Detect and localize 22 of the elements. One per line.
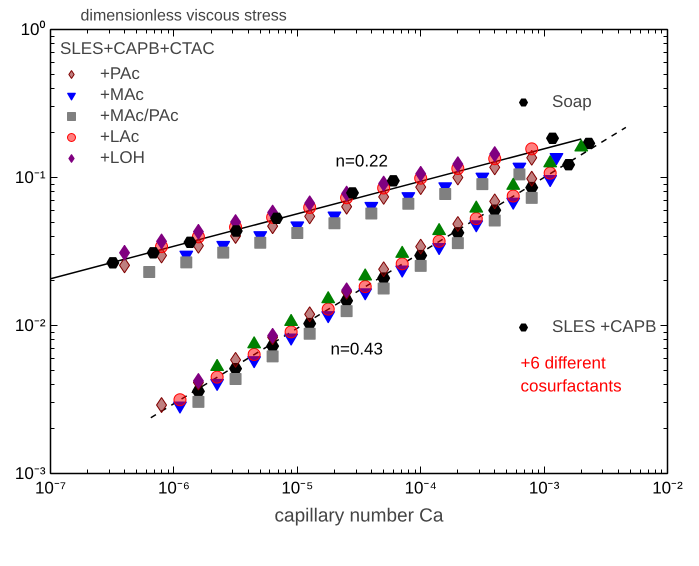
x-tick-label: 10⁻⁴ xyxy=(404,478,437,498)
y-tick-label: 10⁻² xyxy=(14,316,46,335)
legend-title: SLES+CAPB+CTAC xyxy=(60,39,215,59)
x-axis-title: capillary number Ca xyxy=(274,506,444,526)
annotation: n=0.43 xyxy=(330,340,383,358)
annotation: +6 different xyxy=(520,354,606,372)
x-tick-label: 10⁻³ xyxy=(528,478,560,498)
y-tick-label: 10⁰ xyxy=(20,20,46,39)
y-axis-title: dimensionless viscous stress xyxy=(80,8,287,24)
legend-label: +PAc xyxy=(100,64,140,84)
legend-label: +LOH xyxy=(100,148,145,168)
y-tick-label: 10⁻¹ xyxy=(14,168,46,187)
legend-label: +MAc xyxy=(100,85,144,105)
legend-label: Soap xyxy=(552,92,592,112)
x-tick-label: 10⁻⁶ xyxy=(158,478,190,498)
legend-label: SLES +CAPB xyxy=(552,317,656,337)
x-tick-label: 10⁻² xyxy=(652,478,684,498)
x-tick-label: 10⁻⁵ xyxy=(281,478,314,498)
annotation: cosurfactants xyxy=(520,376,622,396)
legend-label: +LAc xyxy=(100,127,140,147)
annotation: n=0.22 xyxy=(336,152,388,170)
legend-label: +MAc/PAc xyxy=(100,106,179,126)
